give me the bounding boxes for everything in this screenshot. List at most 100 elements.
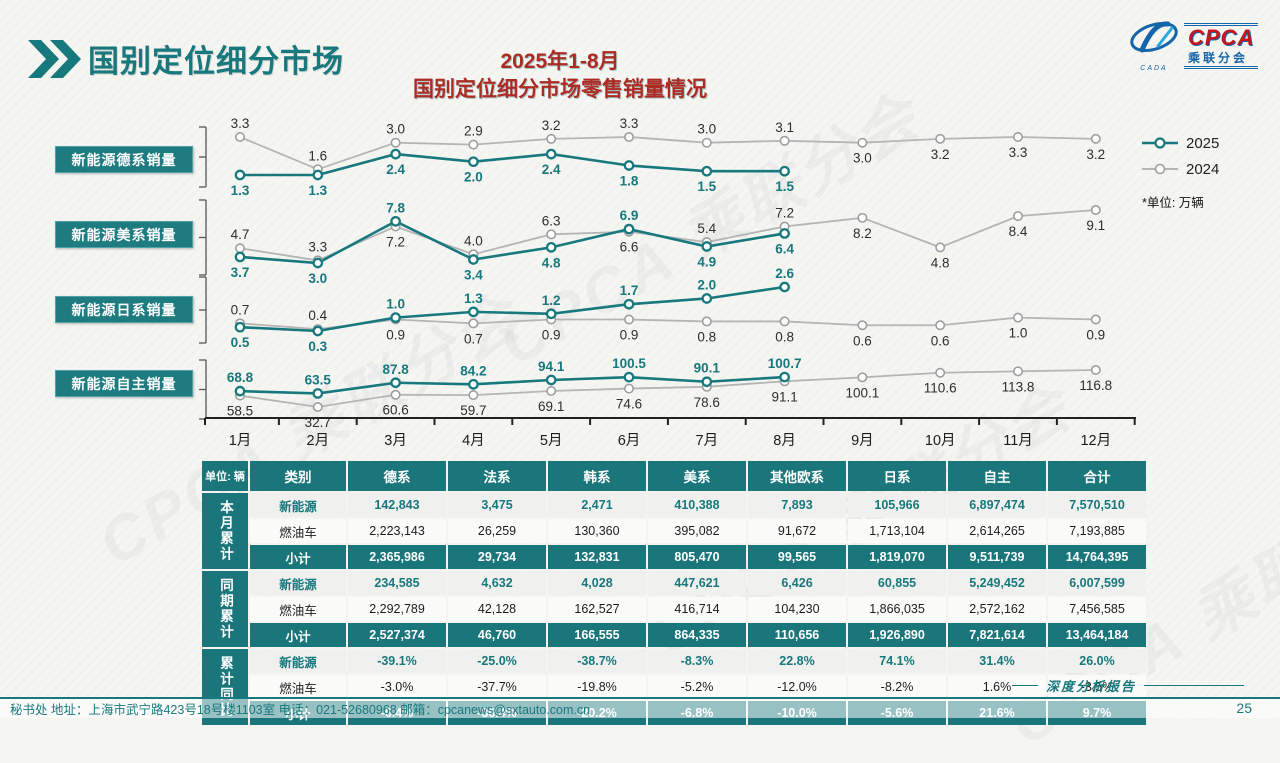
svg-text:0.8: 0.8 — [697, 329, 716, 344]
svg-text:8.4: 8.4 — [1009, 224, 1028, 239]
table-cell: 410,388 — [648, 493, 746, 517]
svg-text:0.6: 0.6 — [853, 333, 872, 348]
chart-title: 2025年1-8月 国别定位细分市场零售销量情况 — [330, 48, 790, 104]
table-cell: -8.2% — [848, 675, 946, 699]
badge-japanese-nev: 新能源日系销量 — [55, 296, 193, 323]
svg-text:4.8: 4.8 — [542, 255, 561, 270]
column-header: 法系 — [448, 461, 546, 491]
row-label: 小计 — [250, 623, 346, 647]
table-cell: 7,821,614 — [948, 623, 1046, 647]
table-cell: 6,897,474 — [948, 493, 1046, 517]
legend-item-2024: 2024 — [1142, 156, 1219, 182]
table-cell: 74.1% — [848, 649, 946, 673]
row-group-label: 本月累计 — [202, 493, 248, 569]
table-cell: 1,866,035 — [848, 597, 946, 621]
svg-text:7.2: 7.2 — [775, 206, 794, 221]
row-label: 新能源 — [250, 571, 346, 595]
table-cell: 29,734 — [448, 545, 546, 569]
svg-text:2.6: 2.6 — [775, 266, 794, 281]
svg-text:11月: 11月 — [1003, 433, 1033, 449]
table-cell: 2,365,986 — [348, 545, 446, 569]
table-cell: 105,966 — [848, 493, 946, 517]
cpca-wordmark: CPCA 乘联分会 — [1184, 23, 1259, 69]
table-cell: 4,632 — [448, 571, 546, 595]
svg-text:8月: 8月 — [773, 433, 796, 449]
svg-text:7.2: 7.2 — [386, 235, 405, 250]
svg-text:0.3: 0.3 — [308, 339, 327, 354]
table-cell: 26,259 — [448, 519, 546, 543]
svg-text:94.1: 94.1 — [538, 359, 565, 374]
svg-text:6.3: 6.3 — [542, 213, 561, 228]
svg-text:3.0: 3.0 — [853, 151, 872, 166]
table-cell: 2,223,143 — [348, 519, 446, 543]
column-header: 德系 — [348, 461, 446, 491]
svg-text:0.7: 0.7 — [464, 331, 483, 346]
svg-text:1.5: 1.5 — [775, 179, 794, 194]
svg-text:3.3: 3.3 — [308, 239, 327, 254]
table-cell: 42,128 — [448, 597, 546, 621]
chart-title-line2: 国别定位细分市场零售销量情况 — [413, 78, 707, 101]
svg-text:1.3: 1.3 — [464, 291, 483, 306]
badge-german-nev: 新能源德系销量 — [55, 146, 193, 173]
table-cell: 13,464,184 — [1048, 623, 1146, 647]
svg-text:78.6: 78.6 — [694, 395, 720, 410]
table-row: 燃油车 2,292,789 42,128 162,527 416,714 104,230 1… — [202, 597, 1146, 621]
svg-text:1.5: 1.5 — [697, 179, 716, 194]
table-cell: 91,672 — [748, 519, 846, 543]
svg-text:0.9: 0.9 — [542, 328, 561, 343]
svg-text:3.3: 3.3 — [231, 116, 250, 131]
table-cell: 6,007,599 — [1048, 571, 1146, 595]
svg-text:87.8: 87.8 — [382, 362, 409, 377]
svg-text:2.9: 2.9 — [464, 124, 483, 139]
cada-label: CADA — [1140, 65, 1168, 72]
table-cell: 2,527,374 — [348, 623, 446, 647]
svg-text:7.8: 7.8 — [386, 200, 405, 215]
legend-label-2025: 2025 — [1186, 134, 1220, 152]
svg-text:3.2: 3.2 — [1086, 147, 1105, 162]
row-label: 燃油车 — [250, 675, 346, 699]
svg-text:1.0: 1.0 — [386, 297, 405, 312]
table-cell: 46,760 — [448, 623, 546, 647]
svg-text:4.9: 4.9 — [697, 254, 716, 269]
svg-text:0.9: 0.9 — [620, 328, 639, 343]
legend-line-2025-icon — [1142, 137, 1178, 149]
svg-text:2.4: 2.4 — [386, 162, 405, 177]
svg-text:4.0: 4.0 — [464, 233, 483, 248]
svg-text:1.3: 1.3 — [231, 183, 250, 198]
unit-note: *单位: 万辆 — [1142, 196, 1204, 210]
svg-text:3.3: 3.3 — [620, 116, 639, 131]
page-number: 25 — [1236, 700, 1252, 716]
table-unit-label: 单位: 辆 — [202, 461, 248, 491]
svg-text:0.8: 0.8 — [775, 329, 794, 344]
summary-table-wrap: 单位: 辆类别 德系 法系 韩系 美系 其他欧系 日系 自主 合计 本月累计 新能源 142,843 3… — [200, 459, 1146, 727]
svg-text:0.9: 0.9 — [1086, 328, 1105, 343]
svg-text:6.6: 6.6 — [620, 240, 639, 255]
svg-text:0.5: 0.5 — [231, 335, 250, 350]
table-cell: 1.6% — [948, 675, 1046, 699]
svg-text:100.5: 100.5 — [612, 356, 646, 371]
footer-contact-info: 秘书处 地址：上海市武宁路423号18号楼1103室 电话：021-526809… — [10, 703, 591, 717]
table-cell: 162,527 — [548, 597, 646, 621]
svg-text:9月: 9月 — [851, 433, 874, 449]
table-cell: 99,565 — [748, 545, 846, 569]
table-cell: 5,249,452 — [948, 571, 1046, 595]
svg-text:8.2: 8.2 — [853, 226, 872, 241]
svg-text:3.0: 3.0 — [697, 122, 716, 137]
table-cell: 110,656 — [748, 623, 846, 647]
cpca-logo: CADA CPCA 乘联分会 — [1128, 20, 1278, 72]
svg-text:116.8: 116.8 — [1079, 378, 1112, 393]
svg-text:6.4: 6.4 — [775, 241, 794, 256]
table-cell: 31.4% — [948, 649, 1046, 673]
table-cell: -39.1% — [348, 649, 446, 673]
table-row: 本月累计 新能源 142,843 3,475 2,471 410,388 7,893 105,… — [202, 493, 1146, 569]
column-header: 韩系 — [548, 461, 646, 491]
svg-text:63.5: 63.5 — [305, 372, 332, 387]
cpca-swoosh-icon: CADA — [1128, 20, 1180, 72]
table-row: 小计 2,365,986 29,734 132,831 805,470 99,565 1,8… — [202, 545, 1146, 569]
legend-line-2024-icon — [1142, 163, 1178, 175]
table-cell: 4,028 — [548, 571, 646, 595]
svg-text:0.7: 0.7 — [231, 302, 250, 317]
svg-text:6.9: 6.9 — [620, 208, 639, 223]
table-cell: 9,511,739 — [948, 545, 1046, 569]
table-cell: 2,614,265 — [948, 519, 1046, 543]
